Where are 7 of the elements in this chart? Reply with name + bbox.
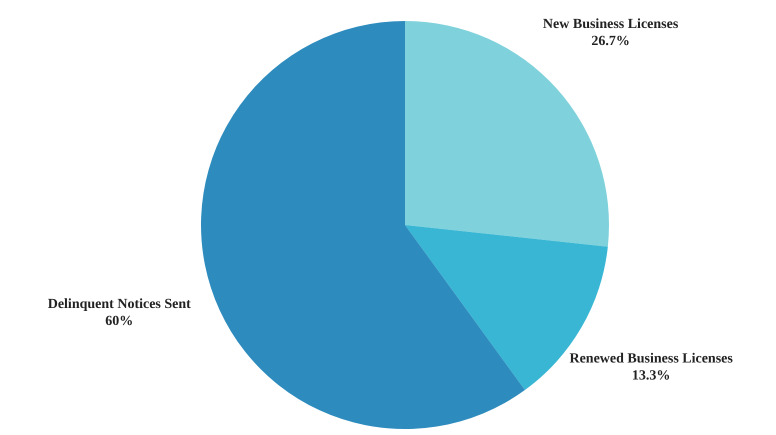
data-label: 26.7% <box>591 34 630 49</box>
data-label: 13.3% <box>632 368 670 384</box>
slice-label: Delinquent Notices Sent <box>48 297 192 312</box>
pie-slice <box>201 21 525 429</box>
data-label: 60% <box>105 314 134 330</box>
slice-label: New Business Licenses <box>542 16 679 32</box>
slice-label: Renewed Business Licenses <box>569 351 734 366</box>
